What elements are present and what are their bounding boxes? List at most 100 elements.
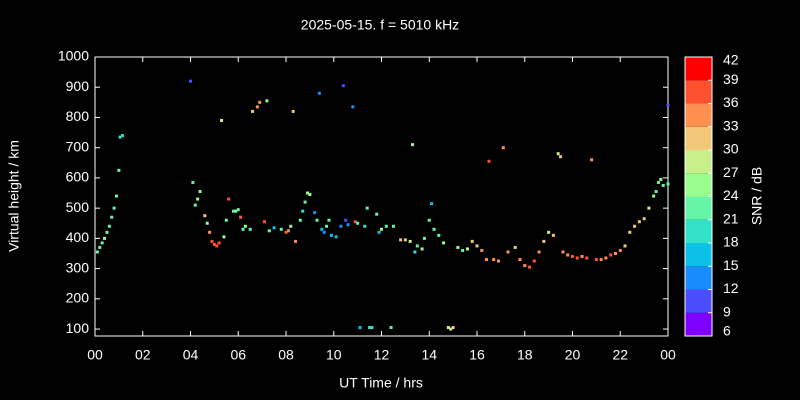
data-point (575, 256, 579, 260)
data-point (358, 326, 362, 330)
data-point (210, 239, 214, 243)
data-point (475, 244, 479, 248)
data-point (523, 264, 527, 268)
data-point (103, 236, 107, 240)
data-point (415, 244, 419, 248)
y-tick-label: 100 (66, 320, 90, 336)
data-point (353, 220, 357, 224)
data-point (561, 250, 565, 254)
data-point (613, 251, 617, 255)
data-point (485, 258, 489, 262)
data-point (105, 230, 109, 234)
data-point (411, 143, 415, 147)
data-point (258, 100, 262, 104)
colorbar-band (685, 126, 712, 150)
data-point (375, 212, 379, 216)
data-point (652, 194, 656, 198)
data-point (98, 245, 102, 249)
colorbar-tick-label: 39 (723, 71, 739, 87)
data-point (430, 202, 434, 206)
data-point (551, 233, 555, 237)
colorbar-tick-label: 33 (723, 117, 739, 133)
colorbar-tick-label: 15 (723, 257, 739, 273)
colorbar-tick-label: 24 (723, 187, 739, 203)
data-point (437, 233, 441, 237)
data-point (391, 224, 395, 228)
data-point (623, 244, 627, 248)
data-point (267, 229, 271, 233)
data-point (537, 250, 541, 254)
data-point (272, 226, 276, 230)
y-tick-label: 900 (66, 78, 90, 94)
x-tick-label: 00 (660, 347, 676, 363)
data-point (110, 215, 114, 219)
data-point (205, 221, 209, 225)
x-tick-label: 20 (565, 347, 581, 363)
data-point (661, 183, 665, 187)
data-point (203, 214, 207, 218)
data-point (542, 239, 546, 243)
data-point (370, 326, 374, 330)
data-point (365, 206, 369, 210)
data-point (118, 135, 122, 139)
data-point (559, 155, 563, 159)
colorbar-band (685, 196, 712, 220)
data-point (100, 241, 104, 245)
y-tick-label: 700 (66, 138, 90, 154)
data-point (241, 227, 245, 231)
data-point (637, 220, 641, 224)
data-point (339, 224, 343, 228)
data-point (496, 259, 500, 263)
y-tick-label: 300 (66, 259, 90, 275)
x-tick-label: 18 (517, 347, 533, 363)
data-point (384, 224, 388, 228)
data-point (456, 245, 460, 249)
data-point (120, 134, 124, 138)
data-point (301, 209, 305, 213)
data-point (351, 105, 355, 109)
colorbar-band (685, 219, 712, 243)
data-point (480, 248, 484, 252)
data-point (248, 227, 252, 231)
data-point (656, 180, 660, 184)
data-point (334, 235, 338, 239)
data-point (528, 265, 532, 269)
data-point (117, 168, 121, 172)
data-point (217, 241, 221, 245)
data-point (341, 84, 345, 88)
data-point (408, 239, 412, 243)
data-point (251, 109, 255, 113)
data-point (208, 230, 212, 234)
colorbar-tick-label: 30 (723, 141, 739, 157)
colorbar-band (685, 150, 712, 174)
colorbar-tick-label: 21 (723, 210, 739, 226)
x-tick-label: 08 (278, 347, 294, 363)
data-point (227, 197, 231, 201)
data-point (449, 327, 453, 331)
colorbar-band (685, 173, 712, 197)
data-point (236, 208, 240, 212)
data-point (198, 190, 202, 194)
y-tick-label: 800 (66, 108, 90, 124)
data-point (451, 326, 455, 330)
data-point (327, 218, 331, 222)
data-point (294, 239, 298, 243)
data-point (571, 255, 574, 259)
data-point (222, 235, 226, 239)
y-tick-label: 1000 (58, 48, 89, 64)
data-point (599, 258, 603, 262)
data-point (590, 158, 594, 162)
data-point (427, 218, 431, 222)
data-point (363, 224, 367, 228)
colorbar-label: SNR / dB (749, 167, 765, 225)
data-point (284, 230, 288, 234)
data-point (215, 244, 219, 248)
data-point (532, 259, 536, 263)
data-point (666, 182, 670, 186)
data-point (556, 152, 560, 156)
data-point (356, 221, 360, 225)
x-axis-label: UT Time / hrs (339, 375, 423, 391)
data-point (255, 105, 259, 109)
data-point (422, 236, 426, 240)
data-point (432, 227, 436, 231)
